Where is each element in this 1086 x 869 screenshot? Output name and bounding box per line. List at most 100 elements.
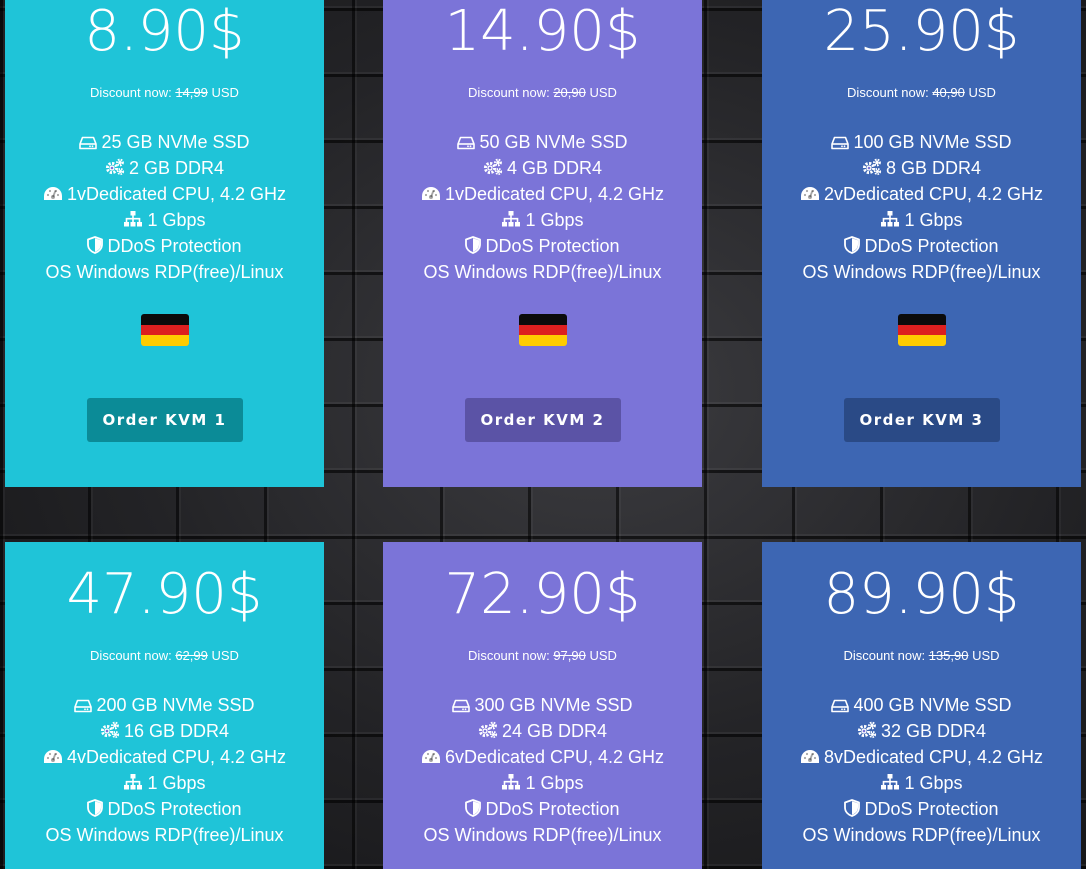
feature-os: OS Windows RDP(free)/Linux [423,825,662,845]
shield-icon [87,799,103,817]
cogs-icon [862,158,882,176]
currency-label: USD [972,648,1000,663]
discount-line: Discount now: 135,90 USD [762,648,1081,664]
feature-list: 100 GB NVMe SSD 8 GB DDR4 2vDedicated CP… [762,129,1081,285]
feature-cpu: 4vDedicated CPU, 4.2 GHz [5,744,324,770]
plan-card-kvm-1: 8.90$ Discount now: 14,99 USD 25 GB NVMe… [5,0,324,487]
shield-icon [465,799,481,817]
feature-cpu: 8vDedicated CPU, 4.2 GHz [762,744,1081,770]
hdd-icon [74,699,92,713]
feature-storage: 25 GB NVMe SSD [5,129,324,155]
currency-label: USD [589,648,617,663]
feature-os: OS Windows RDP(free)/Linux [802,825,1041,845]
feature-storage: 200 GB NVMe SSD [5,692,324,718]
feature-list: 25 GB NVMe SSD 2 GB DDR4 1vDedicated CPU… [5,129,324,285]
germany-flag-icon [897,314,946,346]
discount-prefix: Discount now: [90,648,172,663]
plan-price: 8.90$ [84,0,245,64]
feature-list: 400 GB NVMe SSD 32 GB DDR4 8vDedicated C… [762,692,1081,848]
feature-network: 1 Gbps [762,770,1081,796]
order-kvm-3-button[interactable]: Order KVM 3 [843,398,1000,442]
hdd-icon [452,699,470,713]
old-price: 40,90 [932,85,965,100]
cogs-icon [483,158,503,176]
feature-storage: 400 GB NVMe SSD [762,692,1081,718]
discount-line: Discount now: 97,90 USD [383,648,702,664]
hdd-icon [831,699,849,713]
plan-card-kvm-4: 47.90$ Discount now: 62,99 USD 200 GB NV… [5,542,324,869]
plan-price: 14.90$ [444,0,641,64]
feature-list: 300 GB NVMe SSD 24 GB DDR4 6vDedicated C… [383,692,702,848]
hdd-icon [831,136,849,150]
discount-line: Discount now: 20,90 USD [383,85,702,101]
plan-price: 47.90$ [66,562,263,627]
feature-ram: 8 GB DDR4 [762,155,1081,181]
discount-prefix: Discount now: [90,85,172,100]
feature-os: OS Windows RDP(free)/Linux [45,262,284,282]
old-price: 20,90 [553,85,586,100]
cogs-icon [478,721,498,739]
discount-line: Discount now: 14,99 USD [5,85,324,101]
plan-price: 25.90$ [823,0,1020,64]
currency-label: USD [589,85,617,100]
feature-ddos: DDoS Protection [762,233,1081,259]
feature-network: 1 Gbps [383,207,702,233]
discount-line: Discount now: 62,99 USD [5,648,324,664]
discount-line: Discount now: 40,90 USD [762,85,1081,101]
hdd-icon [79,136,97,150]
order-kvm-2-button[interactable]: Order KVM 2 [464,398,621,442]
feature-network: 1 Gbps [383,770,702,796]
feature-cpu: 2vDedicated CPU, 4.2 GHz [762,181,1081,207]
tachometer-icon [800,186,820,202]
feature-ram: 24 GB DDR4 [383,718,702,744]
feature-ram: 32 GB DDR4 [762,718,1081,744]
feature-ram: 16 GB DDR4 [5,718,324,744]
feature-list: 50 GB NVMe SSD 4 GB DDR4 1vDedicated CPU… [383,129,702,285]
currency-label: USD [211,648,239,663]
sitemap-icon [880,773,900,791]
old-price: 14,99 [175,85,208,100]
currency-label: USD [968,85,996,100]
feature-ddos: DDoS Protection [383,233,702,259]
cogs-icon [100,721,120,739]
sitemap-icon [880,210,900,228]
feature-network: 1 Gbps [5,207,324,233]
discount-prefix: Discount now: [468,85,550,100]
order-kvm-1-button[interactable]: Order KVM 1 [86,398,243,442]
feature-cpu: 1vDedicated CPU, 4.2 GHz [383,181,702,207]
tachometer-icon [421,186,441,202]
feature-os: OS Windows RDP(free)/Linux [423,262,662,282]
cogs-icon [105,158,125,176]
discount-prefix: Discount now: [847,85,929,100]
sitemap-icon [501,210,521,228]
tachometer-icon [43,186,63,202]
tachometer-icon [800,749,820,765]
feature-ram: 2 GB DDR4 [5,155,324,181]
sitemap-icon [123,210,143,228]
plan-card-kvm-6: 89.90$ Discount now: 135,90 USD 400 GB N… [762,542,1081,869]
sitemap-icon [501,773,521,791]
cogs-icon [857,721,877,739]
feature-storage: 100 GB NVMe SSD [762,129,1081,155]
plan-card-kvm-5: 72.90$ Discount now: 97,90 USD 300 GB NV… [383,542,702,869]
feature-network: 1 Gbps [762,207,1081,233]
feature-storage: 300 GB NVMe SSD [383,692,702,718]
feature-storage: 50 GB NVMe SSD [383,129,702,155]
sitemap-icon [123,773,143,791]
germany-flag-icon [140,314,189,346]
old-price: 97,90 [553,648,586,663]
feature-ddos: DDoS Protection [5,796,324,822]
feature-ddos: DDoS Protection [5,233,324,259]
feature-ddos: DDoS Protection [383,796,702,822]
feature-ram: 4 GB DDR4 [383,155,702,181]
feature-list: 200 GB NVMe SSD 16 GB DDR4 4vDedicated C… [5,692,324,848]
feature-network: 1 Gbps [5,770,324,796]
shield-icon [465,236,481,254]
discount-prefix: Discount now: [843,648,926,663]
currency-label: USD [211,85,239,100]
old-price: 135,90 [928,648,969,663]
feature-os: OS Windows RDP(free)/Linux [45,825,284,845]
plan-price: 89.90$ [823,562,1020,627]
tachometer-icon [421,749,441,765]
shield-icon [844,799,860,817]
